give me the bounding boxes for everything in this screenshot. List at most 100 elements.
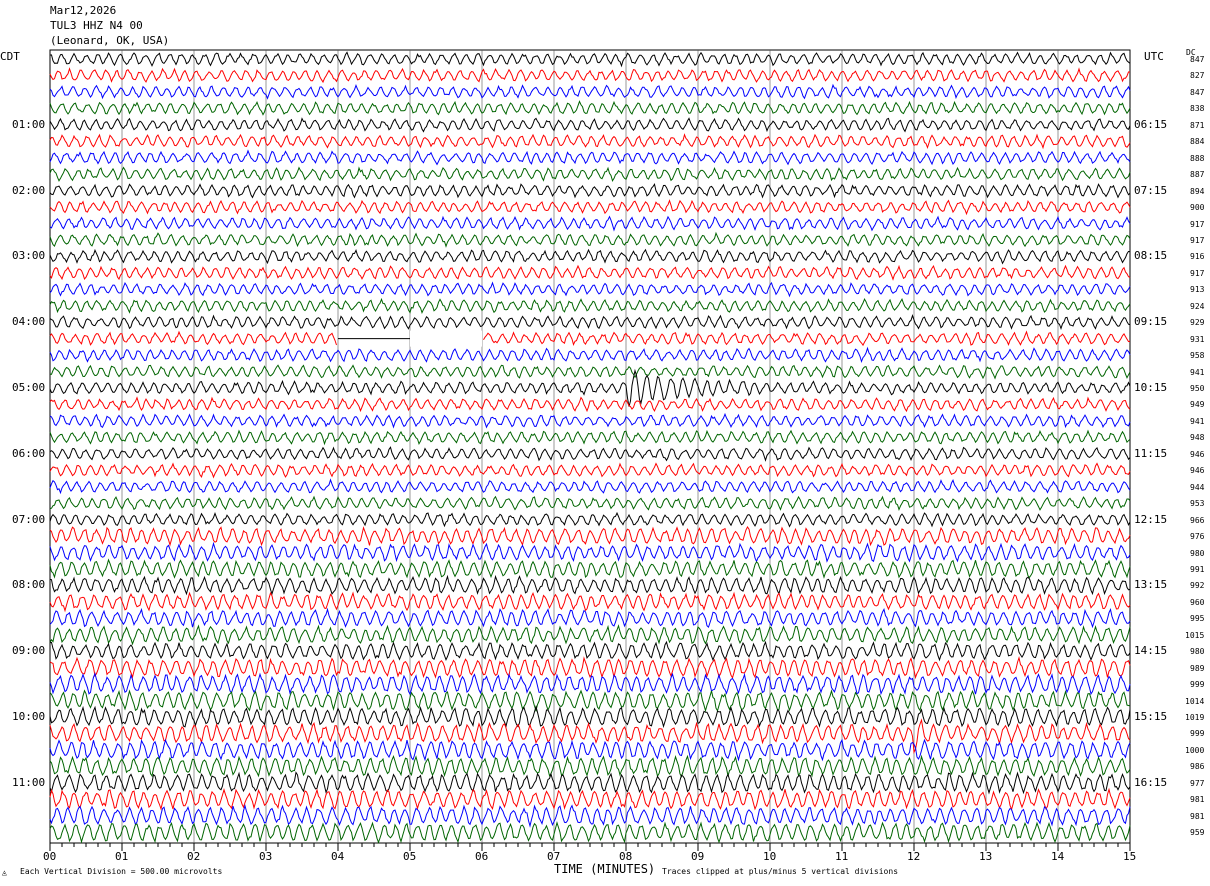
left-hour-label: 03:00 [12,249,46,263]
seismic-trace [49,83,1131,100]
seismic-trace [49,51,1131,68]
seismic-trace [49,330,1131,347]
right-hour-label: 08:15 [1134,249,1168,263]
seismic-trace [49,803,1131,828]
seismic-trace [49,672,1131,696]
dc-offset-label: 929 [1190,318,1205,328]
dc-offset-label: 950 [1190,384,1205,393]
logo-mark: ◬ [2,868,7,877]
dc-offset-label: 917 [1190,268,1205,278]
dc-offset-label: 981 [1190,795,1205,805]
seismic-trace [49,704,1131,729]
dc-offset-label: 953 [1190,499,1205,509]
dc-offset-label: 949 [1190,400,1205,410]
dc-offset-label: 917 [1190,219,1205,229]
seismic-trace [49,462,1131,479]
seismic-trace [49,215,1131,232]
dc-offset-label: 894 [1190,186,1205,196]
dc-offset-label: 871 [1190,120,1205,130]
dc-offset-label: 888 [1190,153,1205,163]
dc-offset-label: 981 [1190,811,1205,821]
dc-offset-label: 946 [1190,449,1205,459]
seismic-trace [49,446,1131,462]
dc-offset-label: 1015 [1185,630,1205,640]
seismic-trace [49,526,1131,547]
seismic-trace [49,624,1131,646]
dc-offset-label: 913 [1190,285,1205,295]
seismic-trace [49,149,1131,166]
right-hour-label: 14:15 [1134,644,1168,658]
seismic-trace [49,689,1131,713]
seismic-trace [49,281,1131,298]
x-tick-label: 10 [763,850,777,863]
seismic-trace [49,718,1131,755]
left-hour-label: 11:00 [12,775,46,789]
x-tick-label: 12 [907,850,921,863]
seismic-trace [49,368,1131,407]
seismic-trace [49,429,1131,446]
x-tick-label: 07 [547,850,561,863]
x-tick-label: 01 [115,850,129,863]
data-gap [410,330,482,347]
dc-offset-label: 960 [1190,597,1205,607]
seismic-trace [49,511,1131,528]
x-tick-label: 08 [619,850,633,863]
right-hour-label: 15:15 [1134,710,1168,723]
left-hour-label: 08:00 [12,578,46,592]
dc-offset-label: 847 [1190,55,1205,64]
x-tick-label: 00 [43,850,57,863]
seismic-trace [49,771,1131,795]
seismic-trace [49,821,1131,844]
dc-offset-label: 995 [1190,614,1205,624]
right-hour-label: 09:15 [1134,315,1168,329]
dc-offset-label: 991 [1190,564,1205,574]
x-axis-label: TIME (MINUTES) [554,862,656,876]
dc-offset-label: 917 [1190,235,1205,245]
dc-offset-label: 941 [1190,416,1205,426]
seismic-trace [49,183,1131,199]
left-hour-label: 07:00 [12,512,46,526]
dc-offset-label: 999 [1190,729,1205,739]
seismic-trace [49,607,1131,629]
right-hour-label: 06:15 [1134,117,1168,131]
dc-offset-label: 980 [1190,548,1205,558]
left-hour-label: 04:00 [12,315,46,329]
station-label: TUL3 HHZ N4 00 [50,19,143,32]
seismic-trace [49,478,1131,495]
seismic-trace [49,364,1131,380]
seismic-trace [49,297,1131,314]
dc-offset-label: 884 [1190,137,1205,147]
right-hour-label: 16:15 [1134,775,1168,789]
x-tick-label: 11 [835,850,849,863]
dc-offset-label: 966 [1190,515,1205,525]
dc-offset-label: 916 [1190,252,1205,262]
seismic-trace [49,314,1131,331]
right-hour-label: 12:15 [1134,512,1168,526]
x-tick-label: 06 [475,850,489,863]
seismic-trace [49,574,1131,596]
seismic-trace [49,67,1131,84]
dc-offset-label: 948 [1190,433,1205,443]
x-tick-label: 02 [187,850,201,863]
seismic-trace [49,412,1131,429]
left-timezone: CDT [0,50,20,63]
left-hour-label: 06:00 [12,446,46,460]
right-hour-label: 10:15 [1134,381,1168,394]
seismic-trace [49,656,1131,680]
seismic-trace [49,787,1131,812]
right-hour-label: 07:15 [1134,183,1168,197]
dc-offset-label: 941 [1190,367,1205,377]
clip-note: Traces clipped at plus/minus 5 vertical … [662,867,899,876]
left-hour-label: 01:00 [12,117,46,131]
x-tick-label: 04 [331,850,345,863]
x-tick-label: 14 [1051,850,1065,863]
dc-offset-label: 847 [1190,87,1205,97]
date-label: Mar12,2026 [50,4,117,17]
x-tick-label: 03 [259,850,273,863]
seismic-trace [49,133,1131,150]
x-tick-label: 13 [979,850,993,863]
left-hour-label: 10:00 [12,710,46,723]
seismic-trace [49,166,1131,183]
dc-offset-label: 989 [1190,663,1205,673]
